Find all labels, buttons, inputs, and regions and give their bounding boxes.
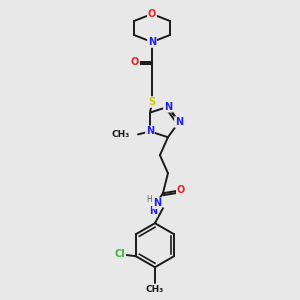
Text: CH₃: CH₃ [112, 130, 130, 139]
Text: O: O [131, 57, 139, 67]
Text: N: N [149, 206, 157, 216]
Text: N: N [164, 102, 172, 112]
Text: H: H [148, 207, 154, 216]
Text: H: H [146, 195, 152, 204]
Text: O: O [177, 185, 185, 195]
Text: N: N [148, 37, 156, 47]
Text: N: N [146, 126, 154, 136]
Text: O: O [148, 9, 156, 19]
Text: N: N [175, 117, 183, 127]
Text: CH₃: CH₃ [146, 285, 164, 294]
Text: N: N [153, 198, 161, 208]
Text: H: H [147, 207, 155, 216]
Text: S: S [148, 97, 156, 107]
Text: Cl: Cl [115, 249, 125, 259]
